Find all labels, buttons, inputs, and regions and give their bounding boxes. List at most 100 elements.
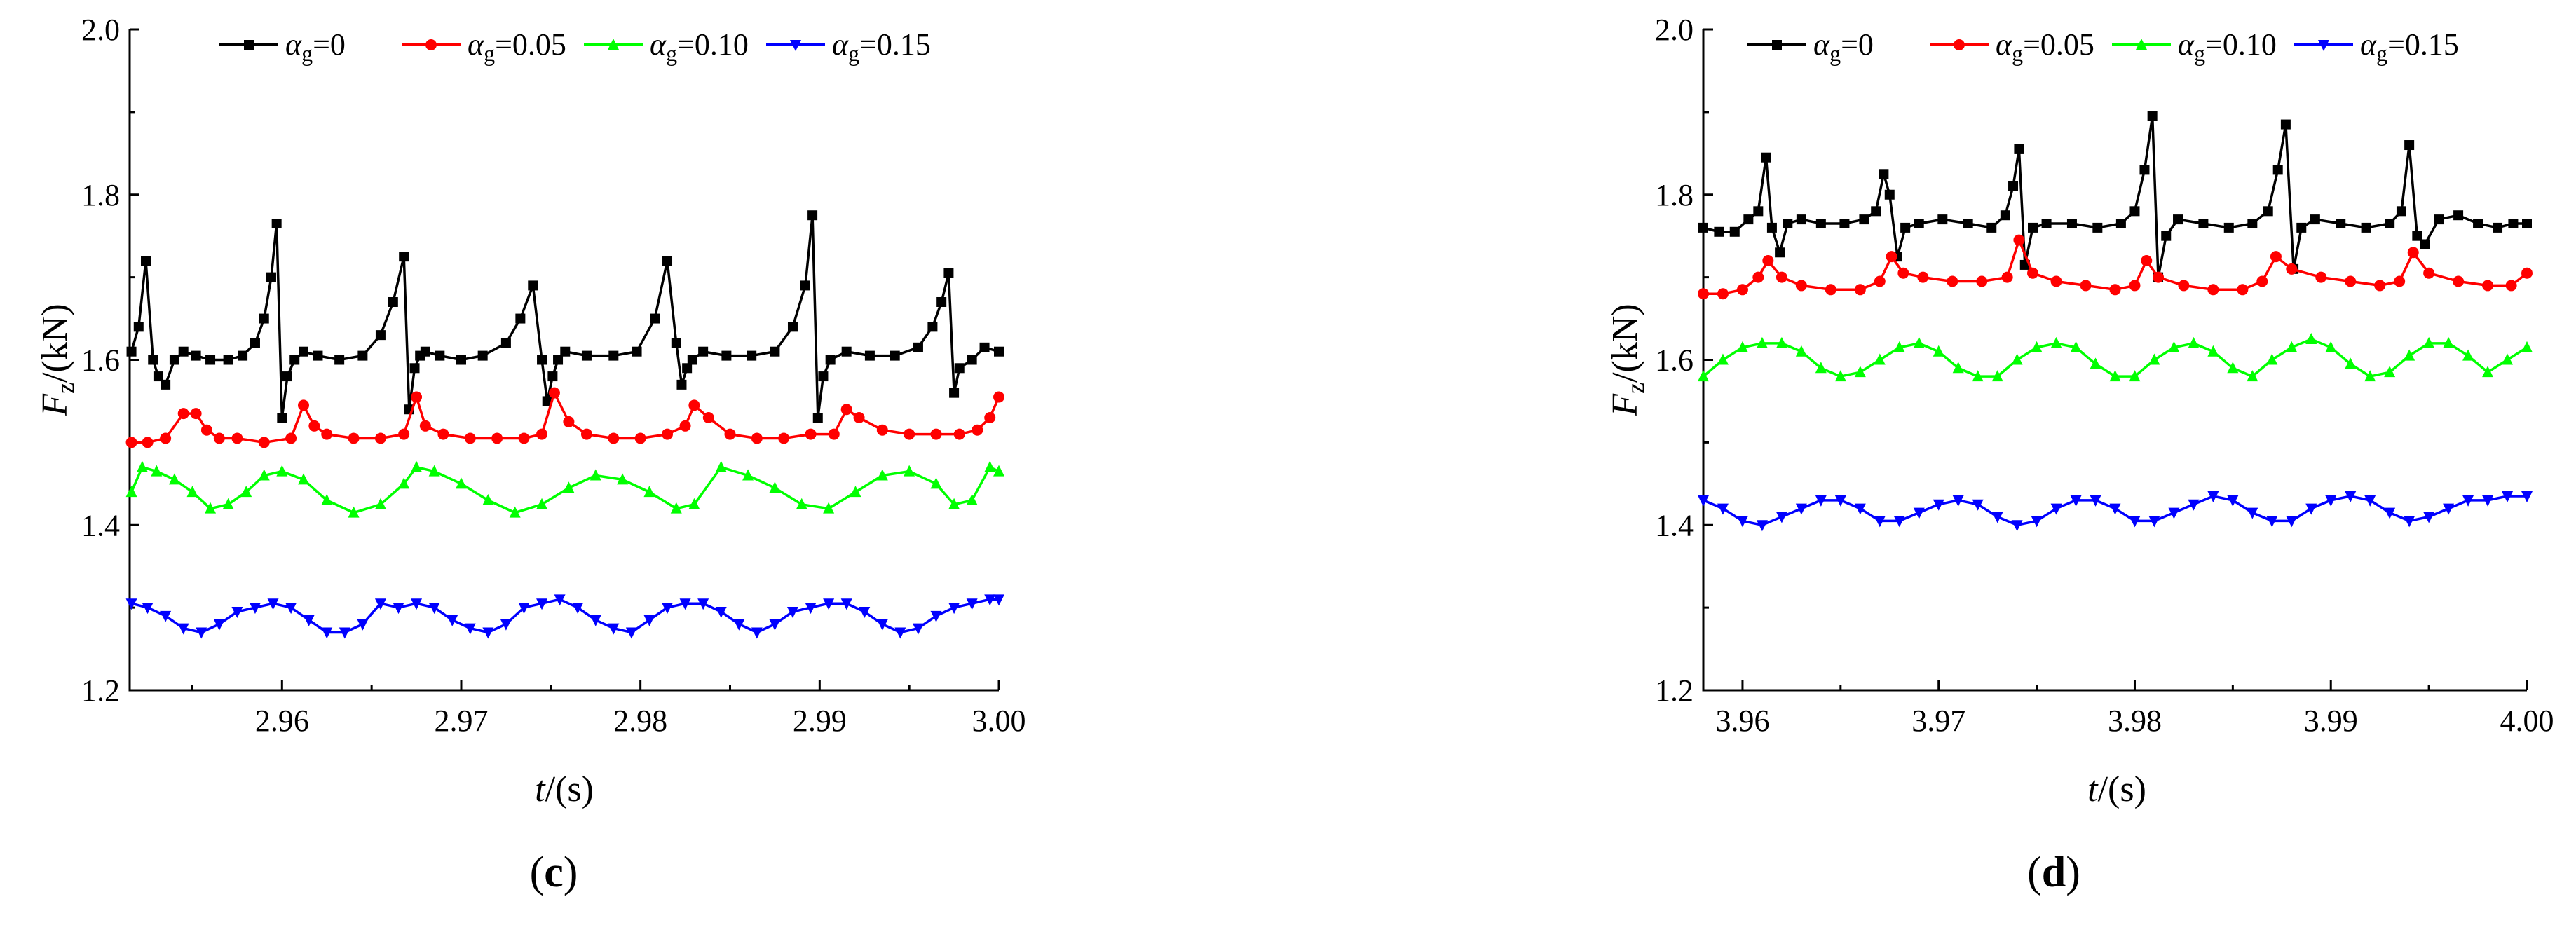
data-point: [2129, 370, 2141, 382]
data-point: [2256, 275, 2268, 287]
data-point: [2508, 219, 2519, 229]
data-point: [2207, 284, 2219, 296]
data-point: [563, 481, 575, 493]
data-point: [2129, 206, 2140, 217]
y-tick-label: 1.8: [81, 178, 120, 212]
data-point: [670, 502, 682, 514]
y-tick-label: 1.2: [81, 673, 120, 708]
data-point: [1884, 189, 1895, 200]
data-point: [1933, 499, 1944, 511]
data-point: [238, 350, 248, 361]
x-tick-label: 2.96: [255, 704, 309, 738]
data-point: [2385, 219, 2395, 229]
data-point: [548, 387, 560, 399]
data-point: [2070, 341, 2082, 352]
data-point: [742, 469, 754, 481]
x-tick-label: 3.97: [1911, 704, 1965, 738]
panel-label: (c): [530, 849, 578, 896]
data-point: [581, 350, 592, 361]
y-tick-label: 1.4: [81, 508, 120, 542]
data-point: [177, 623, 189, 635]
panel-c: 1.2 1.4 1.6 1.8 2.0 2.96 2.97 2.98 2.99 3.00 t/(s)…: [35, 13, 1026, 896]
series-0: [126, 210, 1004, 423]
data-point: [825, 355, 836, 365]
data-point: [1736, 284, 1748, 296]
data-point: [671, 338, 681, 348]
legend-entry: αg=0.10: [584, 27, 749, 66]
data-point: [687, 355, 697, 365]
data-point: [650, 313, 660, 324]
data-point: [169, 355, 179, 365]
data-point: [374, 598, 386, 610]
data-point: [213, 619, 225, 631]
data-point: [1854, 284, 1866, 296]
data-point: [2345, 275, 2357, 287]
data-point: [2227, 495, 2239, 507]
data-point: [2129, 280, 2141, 292]
panel-d: 1.2 1.4 1.6 1.8 2.0 3.96 3.97 3.98 3.99 4.00 t/(s)…: [1605, 13, 2554, 896]
data-point: [1874, 275, 1886, 287]
data-point: [1776, 271, 1787, 283]
data-point: [1952, 362, 1964, 374]
data-point: [357, 619, 369, 631]
x-tick-label: 3.96: [1715, 704, 1769, 738]
data-point: [715, 607, 727, 619]
data-point: [282, 371, 292, 382]
y-tick-label: 2.0: [1655, 13, 1694, 47]
data-point: [141, 256, 151, 266]
data-point: [2394, 275, 2406, 287]
data-point: [518, 432, 530, 444]
data-point: [1752, 271, 1764, 283]
data-point: [168, 473, 180, 485]
y-tick-label: 1.6: [1655, 343, 1694, 378]
legend-marker: [790, 40, 801, 51]
data-point: [190, 408, 202, 420]
data-point: [249, 603, 261, 615]
legend-label: αg=0: [1813, 27, 1874, 66]
legend: αg=0 αg=0.05 αg=0.10 αg=0.15: [219, 27, 931, 66]
data-point: [1986, 222, 1997, 233]
data-point: [2404, 349, 2415, 361]
data-point: [2173, 214, 2183, 225]
data-point: [2188, 499, 2200, 511]
data-point: [2198, 219, 2209, 229]
data-point: [800, 280, 810, 291]
data-point: [2412, 231, 2422, 241]
data-point: [1893, 516, 1905, 528]
data-point: [240, 486, 252, 498]
data-point: [420, 346, 430, 357]
data-point: [688, 399, 700, 411]
data-point: [1795, 280, 1807, 292]
data-point: [2423, 512, 2435, 523]
data-point: [632, 346, 642, 357]
data-point: [617, 473, 629, 485]
data-point: [2336, 219, 2346, 229]
data-point: [554, 594, 566, 606]
data-point: [2502, 353, 2514, 365]
data-point: [196, 627, 207, 639]
data-point: [1897, 267, 1909, 279]
data-point: [876, 619, 888, 631]
data-point: [904, 428, 915, 440]
data-point: [2272, 165, 2283, 175]
legend-entry: αg=0.15: [2294, 27, 2459, 66]
data-point: [477, 350, 488, 361]
data-point: [724, 428, 736, 440]
legend-label: αg=0.05: [468, 27, 566, 66]
data-point: [993, 465, 1004, 477]
data-point: [428, 603, 440, 615]
data-point: [634, 432, 646, 444]
data-point: [2384, 507, 2396, 519]
data-point: [778, 432, 790, 444]
data-point: [2050, 503, 2062, 515]
data-point: [1913, 336, 1925, 348]
x-tick-label: 3.00: [972, 704, 1026, 738]
data-point: [2345, 357, 2357, 369]
data-point: [2384, 366, 2396, 378]
data-point: [151, 465, 163, 477]
data-point: [1796, 214, 1806, 225]
data-point: [142, 603, 154, 615]
data-point: [148, 355, 158, 365]
data-point: [2521, 341, 2533, 352]
data-point: [536, 598, 548, 610]
